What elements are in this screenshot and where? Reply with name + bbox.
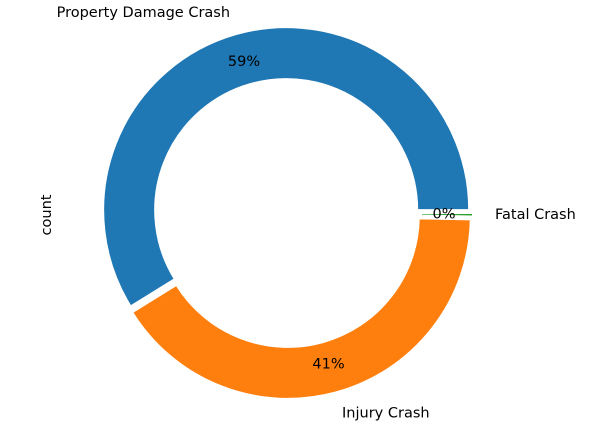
slices-group	[102, 26, 475, 400]
label-property-damage-crash: Property Damage Crash	[57, 5, 230, 21]
percent-fatal-crash: 0%	[432, 206, 455, 222]
slice-injury-crash	[130, 217, 472, 400]
percent-property-damage-crash: 59%	[228, 54, 260, 70]
y-axis-label: count	[39, 194, 55, 235]
label-fatal-crash: Fatal Crash	[495, 207, 576, 223]
label-injury-crash: Injury Crash	[342, 406, 430, 422]
labels-group: Property Damage Crash 59% Injury Crash 41% F…	[57, 5, 576, 422]
percent-injury-crash: 41%	[312, 356, 344, 372]
slice-property-damage-crash	[102, 26, 471, 308]
slice-fatal-crash	[419, 212, 475, 218]
